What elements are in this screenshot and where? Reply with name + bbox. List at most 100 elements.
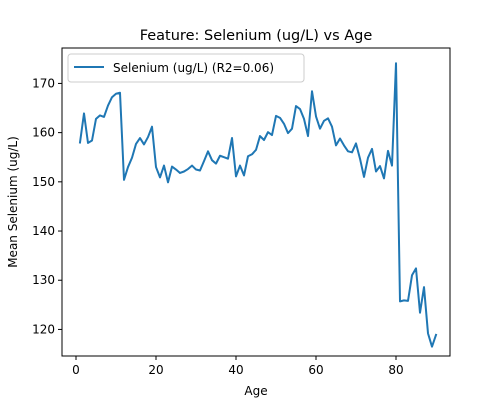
plot-area bbox=[62, 48, 450, 356]
data-point bbox=[111, 96, 113, 98]
data-point bbox=[247, 155, 249, 157]
data-point bbox=[151, 126, 153, 128]
data-point bbox=[339, 138, 341, 140]
data-point bbox=[251, 153, 253, 155]
data-point bbox=[387, 150, 389, 152]
data-point bbox=[399, 300, 401, 302]
data-point bbox=[311, 90, 313, 92]
data-point bbox=[159, 176, 161, 178]
data-point bbox=[143, 143, 145, 145]
data-point bbox=[147, 136, 149, 138]
data-point bbox=[367, 157, 369, 159]
data-point bbox=[103, 116, 105, 118]
y-tick-label: 170 bbox=[32, 76, 55, 90]
data-point bbox=[263, 139, 265, 141]
data-point bbox=[187, 168, 189, 170]
data-point bbox=[391, 165, 393, 167]
data-point bbox=[431, 346, 433, 348]
data-point bbox=[239, 165, 241, 167]
data-point bbox=[303, 118, 305, 120]
data-point bbox=[107, 105, 109, 107]
data-point bbox=[123, 179, 125, 181]
data-point bbox=[203, 160, 205, 162]
data-point bbox=[87, 142, 89, 144]
data-point bbox=[231, 137, 233, 139]
data-point bbox=[319, 128, 321, 130]
y-tick-label: 120 bbox=[32, 322, 55, 336]
data-point bbox=[435, 334, 437, 336]
data-point bbox=[243, 174, 245, 176]
data-point bbox=[283, 123, 285, 125]
data-point bbox=[199, 170, 201, 172]
data-point bbox=[91, 140, 93, 142]
data-point bbox=[127, 166, 129, 168]
data-point bbox=[135, 143, 137, 145]
data-point bbox=[415, 267, 417, 269]
data-point bbox=[215, 163, 217, 165]
data-point bbox=[383, 177, 385, 179]
data-point bbox=[267, 131, 269, 133]
data-point bbox=[295, 105, 297, 107]
data-point bbox=[99, 114, 101, 116]
data-point bbox=[275, 115, 277, 117]
data-point bbox=[375, 171, 377, 173]
data-point bbox=[279, 117, 281, 119]
data-point bbox=[359, 158, 361, 160]
data-point bbox=[79, 141, 81, 143]
series-layer bbox=[78, 62, 438, 348]
data-point bbox=[403, 299, 405, 301]
data-point bbox=[95, 118, 97, 120]
series-line-0 bbox=[78, 62, 438, 348]
data-point bbox=[163, 165, 165, 167]
data-point bbox=[423, 286, 425, 288]
data-point bbox=[115, 93, 117, 95]
x-axis-label: Age bbox=[244, 384, 267, 398]
data-point bbox=[211, 159, 213, 161]
data-point bbox=[351, 151, 353, 153]
data-point bbox=[83, 112, 85, 114]
data-point bbox=[355, 142, 357, 144]
y-tick-label: 140 bbox=[32, 224, 55, 238]
y-tick-label: 150 bbox=[32, 175, 55, 189]
data-point bbox=[223, 156, 225, 158]
data-point bbox=[343, 144, 345, 146]
data-point bbox=[131, 157, 133, 159]
data-point bbox=[271, 134, 273, 136]
legend: Selenium (ug/L) (R2=0.06) bbox=[67, 53, 305, 83]
data-point bbox=[259, 135, 261, 137]
data-point bbox=[371, 148, 373, 150]
data-point bbox=[255, 149, 257, 151]
legend-box bbox=[67, 53, 305, 83]
data-point bbox=[327, 117, 329, 119]
data-point bbox=[287, 132, 289, 134]
data-point bbox=[407, 300, 409, 302]
data-point bbox=[167, 181, 169, 183]
data-point bbox=[119, 92, 121, 94]
data-point bbox=[183, 171, 185, 173]
data-point bbox=[195, 169, 197, 171]
data-point bbox=[335, 144, 337, 146]
data-point bbox=[347, 150, 349, 152]
x-tick-label: 60 bbox=[308, 363, 323, 377]
data-point bbox=[379, 165, 381, 167]
data-point bbox=[227, 158, 229, 160]
data-point bbox=[307, 135, 309, 137]
x-tick-label: 20 bbox=[148, 363, 163, 377]
data-point bbox=[427, 332, 429, 334]
data-point bbox=[411, 274, 413, 276]
data-point bbox=[191, 165, 193, 167]
data-point bbox=[155, 166, 157, 168]
chart-title: Feature: Selenium (ug/L) vs Age bbox=[140, 28, 373, 44]
data-point bbox=[323, 120, 325, 122]
data-point bbox=[175, 169, 177, 171]
y-axis-label: Mean Selenium (ug/L) bbox=[6, 136, 20, 268]
data-point bbox=[235, 175, 237, 177]
x-tick-label: 40 bbox=[228, 363, 243, 377]
data-point bbox=[139, 137, 141, 139]
y-tick-label: 160 bbox=[32, 126, 55, 140]
data-point bbox=[315, 115, 317, 117]
x-axis-ticks: 0 20 40 60 80 bbox=[72, 356, 404, 377]
data-point bbox=[331, 126, 333, 128]
x-tick-label: 80 bbox=[388, 363, 403, 377]
